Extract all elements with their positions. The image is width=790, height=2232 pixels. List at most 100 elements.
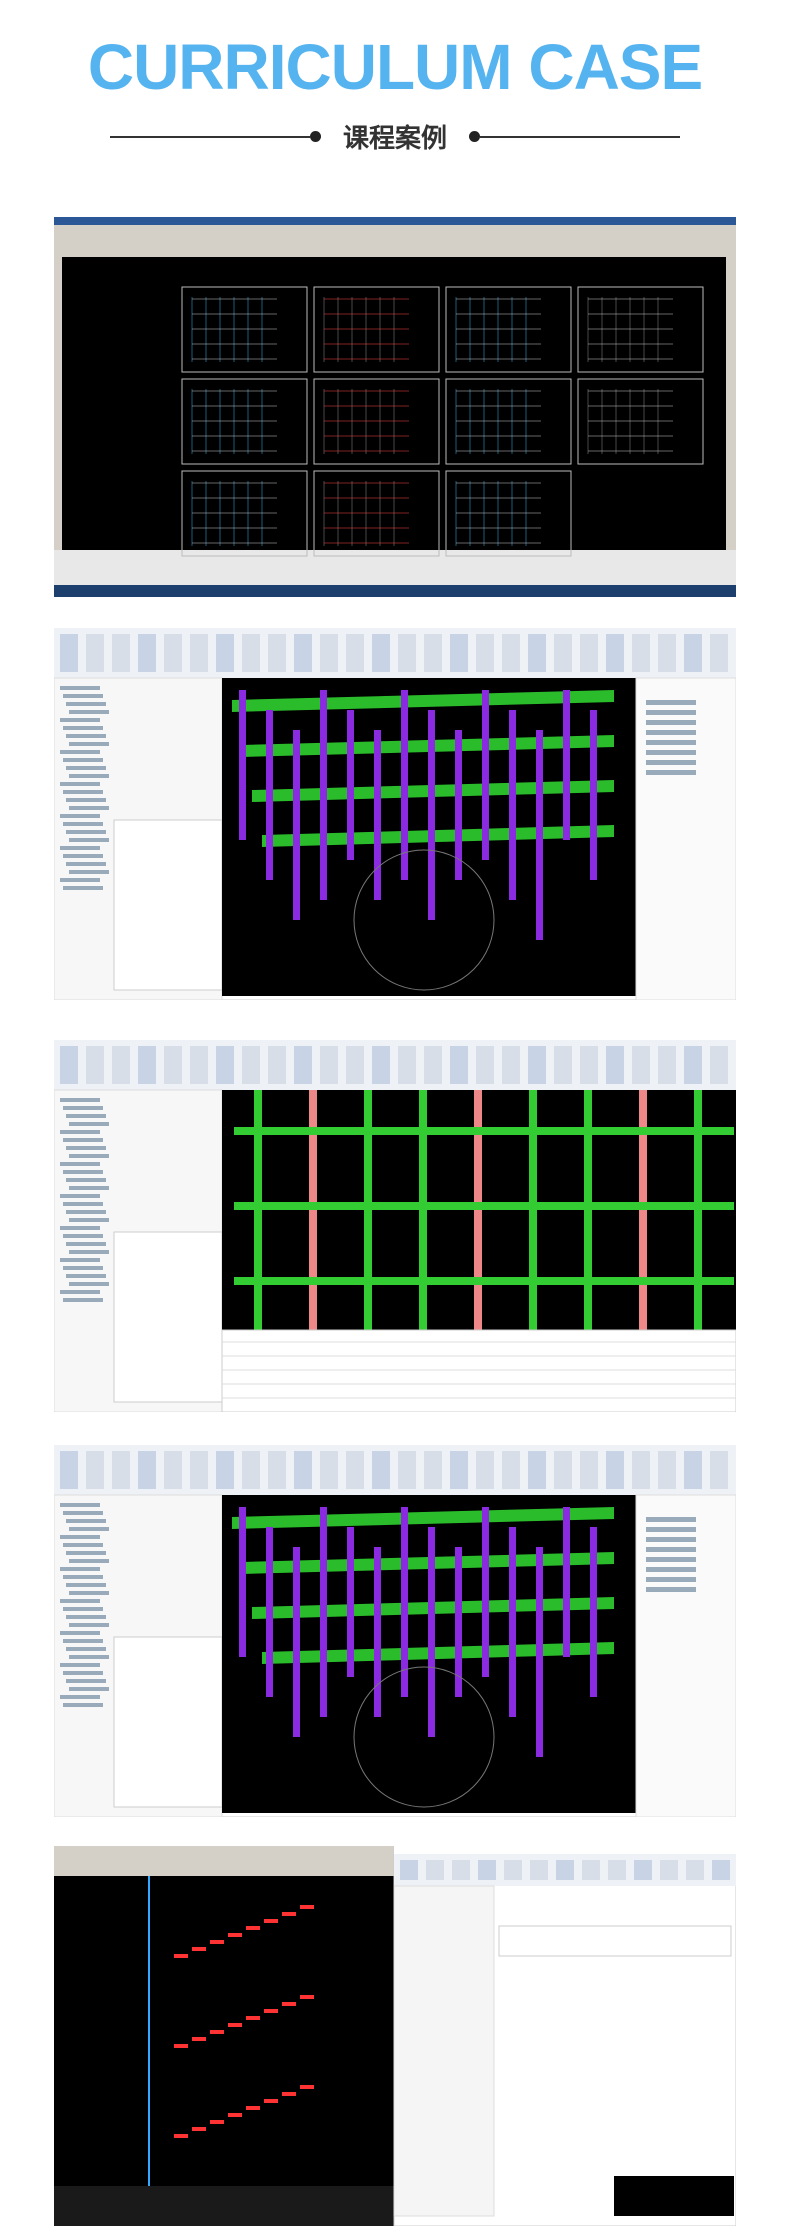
preview (614, 2176, 734, 2216)
tree-item (69, 1591, 109, 1595)
tree-item (60, 750, 100, 754)
ribbon-button (424, 634, 442, 672)
column (590, 710, 597, 880)
tree-item (66, 1210, 106, 1214)
ribbon-button (60, 1451, 78, 1489)
ribbon-button (528, 634, 546, 672)
drawing-frame (577, 286, 704, 373)
ribbon-button (372, 1046, 390, 1084)
tree-item (63, 1202, 103, 1206)
cad-window (54, 1846, 394, 2226)
ribbon-button (528, 1046, 546, 1084)
tree-item (66, 1114, 106, 1118)
ribbon-button (60, 634, 78, 672)
ribbon-button (658, 1451, 676, 1489)
ribbon-button (164, 1046, 182, 1084)
ribbon-button (606, 1046, 624, 1084)
tree-item (69, 1122, 109, 1126)
ribbon-button (164, 634, 182, 672)
ribbon-button (242, 1451, 260, 1489)
layer-item (646, 1537, 696, 1542)
ribbon-button (658, 1046, 676, 1084)
tree-item (60, 782, 100, 786)
ribbon-button (580, 1046, 598, 1084)
tree-item (66, 1519, 106, 1523)
tree-item (66, 1178, 106, 1182)
layer-item (646, 730, 696, 735)
tree-item (60, 1503, 100, 1507)
tree-item (66, 1242, 106, 1246)
drawing-frame (313, 286, 440, 373)
ribbon-button (112, 634, 130, 672)
ribbon-button (684, 1046, 702, 1084)
screenshot-cad (54, 217, 736, 597)
column (482, 690, 489, 860)
tree-item (63, 1671, 103, 1675)
beam (234, 1202, 734, 1210)
ribbon-button (502, 634, 520, 672)
ribbon-button (138, 1451, 156, 1489)
tree-item (63, 694, 103, 698)
ribbon-button (398, 1451, 416, 1489)
drawing-frame (445, 286, 572, 373)
column (482, 1507, 489, 1677)
ribbon-button (556, 1860, 574, 1880)
column (293, 730, 300, 920)
column (401, 1507, 408, 1697)
ribbon-button (346, 1451, 364, 1489)
ribbon-button (606, 1451, 624, 1489)
rule-right (480, 136, 680, 138)
layer-item (646, 700, 696, 705)
screenshot-plan (54, 1032, 736, 1412)
column (239, 690, 246, 840)
tree-item (63, 822, 103, 826)
compass (353, 849, 495, 991)
screenshot-3d (54, 620, 736, 1000)
tree-item (63, 1266, 103, 1270)
title-bar (54, 1032, 736, 1040)
taskbar (54, 585, 736, 597)
tree-item (69, 1282, 109, 1286)
tree-item (60, 686, 100, 690)
tree-item (63, 1639, 103, 1643)
tree-item (69, 1250, 109, 1254)
title-bar (394, 1846, 736, 1854)
ribbon-button (554, 1046, 572, 1084)
tree-item (63, 1575, 103, 1579)
tree-item (60, 814, 100, 818)
tree-item (69, 742, 109, 746)
ribbon-button (476, 1046, 494, 1084)
tree-item (69, 870, 109, 874)
layer-item (646, 1517, 696, 1522)
ribbon-button (294, 1046, 312, 1084)
drawing-frame (181, 286, 308, 373)
column (266, 710, 273, 880)
ribbon-button (112, 1046, 130, 1084)
ribbon-button (554, 634, 572, 672)
column (455, 1547, 462, 1697)
drawing-frame (181, 470, 308, 557)
ribbon-button (712, 1860, 730, 1880)
screenshot-3d-2 (54, 1437, 736, 1817)
ribbon-button (686, 1860, 704, 1880)
right-panel (635, 1494, 736, 1817)
tree-item (66, 734, 106, 738)
ribbon-button (398, 1046, 416, 1084)
ribbon-button (582, 1860, 600, 1880)
ribbon-button (190, 634, 208, 672)
drawing-frame (313, 470, 440, 557)
rule-left (110, 136, 310, 138)
tree-item (60, 1098, 100, 1102)
ribbon-button (554, 1451, 572, 1489)
ribbon-button (608, 1860, 626, 1880)
column (293, 1547, 300, 1737)
column (239, 1507, 246, 1657)
ribbon-button (684, 1451, 702, 1489)
column (509, 710, 516, 900)
ribbon-button (528, 1451, 546, 1489)
ribbon-button (320, 634, 338, 672)
column (509, 1527, 516, 1717)
tree-item (63, 758, 103, 762)
ribbon-button (502, 1046, 520, 1084)
